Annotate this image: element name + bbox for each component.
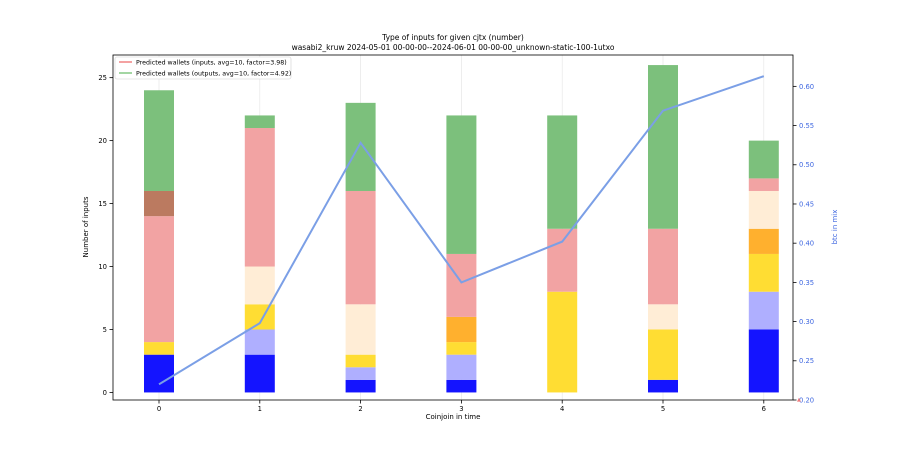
bar-segment — [345, 379, 376, 393]
y2-tick-label: 0.55 — [799, 122, 814, 130]
bar-segment — [244, 354, 275, 393]
y-axis-right: 0.20 0.25 0.30 0.35 0.40 0.45 0.50 0.55 0.60 — [793, 83, 814, 404]
x-tick-label: 2 — [358, 405, 362, 413]
bar-segment — [446, 316, 477, 343]
btc-line — [158, 75, 765, 386]
bar-segment — [748, 228, 779, 254]
y2-tick-label: 0.45 — [799, 200, 814, 208]
chart-subtitle: wasabi2_kruw 2024-05-01 00-00-00--2024-0… — [292, 43, 615, 52]
y-tick-label: 5 — [103, 326, 107, 334]
y2-tick-label: 0.30 — [799, 318, 814, 326]
x-axis-label: Coinjoin in time — [426, 413, 481, 421]
bar-segment — [648, 65, 678, 229]
right-edge-marker: ▲ — [797, 397, 801, 403]
x-axis: 0 1 2 3 4 5 6 — [157, 400, 766, 413]
y2-tick-label: 0.40 — [799, 240, 814, 248]
bar-segment — [345, 190, 376, 305]
bar-segment — [748, 253, 779, 292]
bar-segment — [144, 342, 174, 355]
legend: Predicted wallets (inputs, avg=10, facto… — [114, 56, 292, 80]
bar-segment — [244, 329, 275, 355]
x-tick-label: 4 — [560, 405, 564, 413]
legend-label-inputs: Predicted wallets (inputs, avg=10, facto… — [136, 60, 287, 67]
bar-segment — [748, 329, 779, 393]
x-tick-label: 1 — [258, 405, 262, 413]
x-tick-label: 3 — [459, 405, 463, 413]
y-tick-label: 20 — [98, 137, 107, 145]
y2-tick-label: 0.20 — [799, 396, 814, 404]
bar-segment — [446, 342, 477, 355]
y-tick-label: 25 — [98, 74, 107, 82]
y2-tick-label: 0.50 — [799, 161, 814, 169]
bars — [144, 65, 779, 393]
btc-in-mix-line — [158, 75, 765, 386]
bar-segment — [748, 291, 779, 330]
bar-segment — [648, 228, 678, 305]
bar-segment — [244, 128, 275, 267]
x-tick-label: 5 — [661, 405, 665, 413]
y2-tick-label: 0.60 — [799, 83, 814, 91]
y2-tick-label: 0.25 — [799, 357, 814, 365]
y-tick-label: 10 — [98, 263, 107, 271]
legend-box — [114, 56, 292, 80]
chart-title: Type of inputs for given cjtx (number) — [381, 33, 524, 42]
bar-segment — [547, 115, 578, 229]
y2-axis-label: btc in mix — [831, 210, 839, 245]
y2-tick-label: 0.35 — [799, 279, 814, 287]
bar-segment — [144, 354, 174, 393]
bar-segment — [446, 354, 477, 380]
y-axis-label: Number of inputs — [82, 196, 90, 257]
bar-segment — [345, 304, 376, 355]
bar-segment — [244, 266, 275, 305]
bar-segment — [547, 291, 578, 393]
bar-segment — [345, 354, 376, 368]
bar-segment — [648, 304, 678, 330]
y-tick-label: 15 — [98, 200, 107, 208]
bar-segment — [446, 115, 477, 254]
bar-segment — [446, 379, 477, 393]
legend-label-outputs: Predicted wallets (outputs, avg=10, fact… — [136, 71, 291, 78]
bar-segment — [648, 379, 678, 393]
bar-segment — [144, 90, 174, 191]
x-tick-label: 6 — [762, 405, 766, 413]
x-tick-label: 0 — [157, 405, 161, 413]
bar-segment — [345, 367, 376, 380]
bar-segment — [244, 115, 275, 129]
bar-segment — [748, 190, 779, 229]
bar-segment — [144, 216, 174, 343]
bar-segment — [748, 140, 779, 179]
bar-segment — [748, 178, 779, 191]
bar-segment — [144, 190, 174, 217]
y-tick-label: 0 — [103, 389, 107, 397]
bar-segment — [244, 304, 275, 330]
bar-segment — [648, 329, 678, 380]
y-axis-left: 0 5 10 15 20 25 — [98, 74, 113, 397]
plot-frame — [112, 54, 794, 401]
bar-segment — [446, 253, 477, 317]
bar-segment — [345, 102, 376, 191]
bar-segment — [547, 228, 578, 292]
